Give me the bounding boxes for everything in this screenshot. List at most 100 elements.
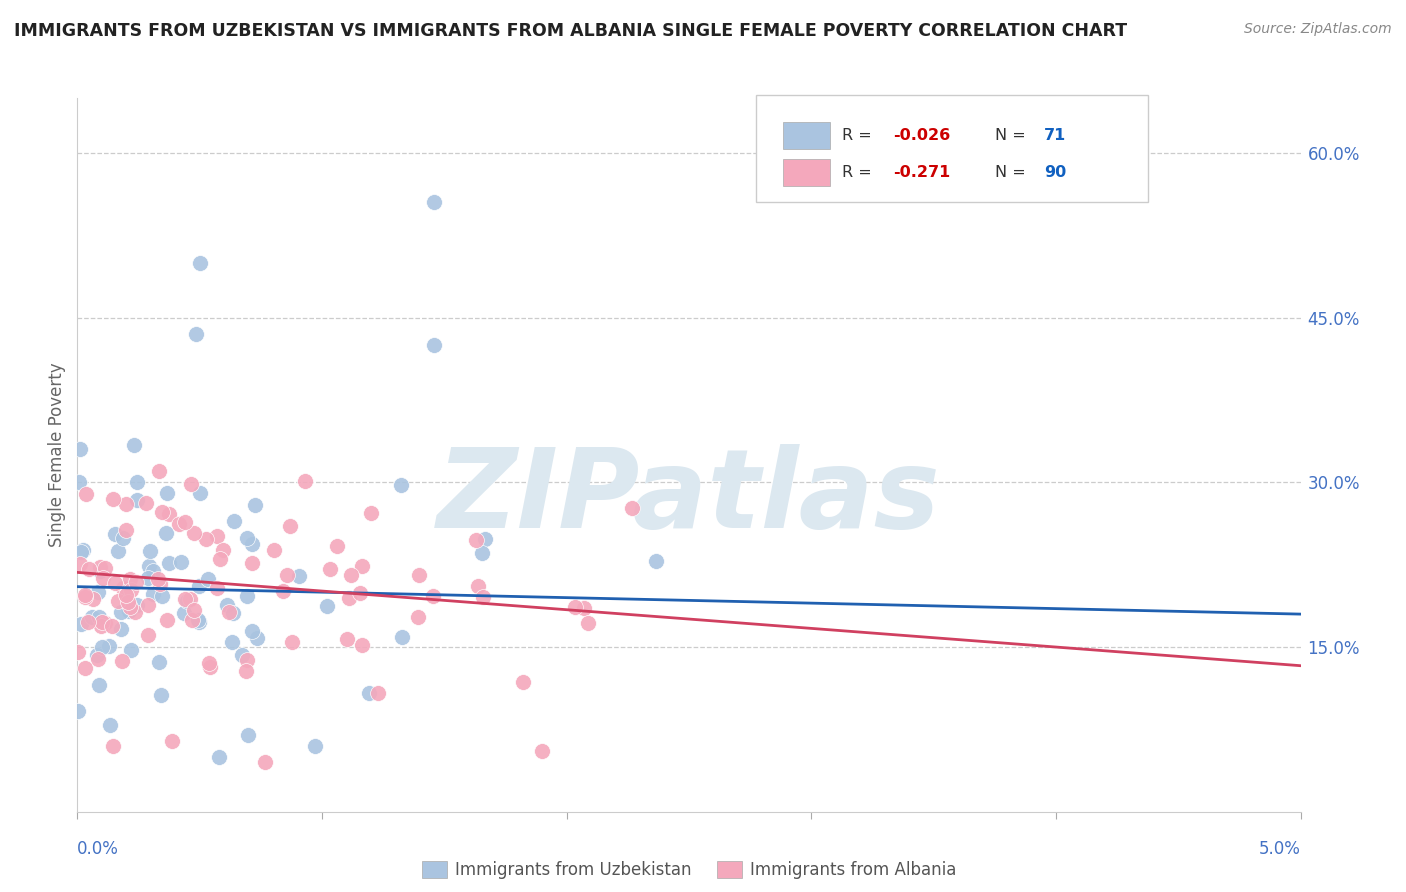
Point	[110, 622, 132, 636]
Point	[367, 686, 389, 700]
Point	[159, 508, 181, 522]
Point	[474, 532, 496, 546]
Point	[82, 591, 104, 606]
Point	[350, 639, 373, 653]
Point	[89, 564, 111, 578]
Point	[115, 523, 138, 537]
Point	[645, 554, 668, 568]
Point	[360, 506, 382, 520]
Point	[66, 645, 89, 659]
Point	[73, 661, 96, 675]
Point	[240, 537, 263, 551]
Point	[69, 545, 91, 559]
Point	[319, 562, 342, 576]
Point	[276, 567, 298, 582]
Point	[110, 605, 132, 619]
Point	[205, 529, 228, 543]
FancyBboxPatch shape	[756, 95, 1147, 202]
Point	[222, 606, 245, 620]
Point	[77, 562, 100, 576]
Point	[75, 487, 97, 501]
Point	[125, 598, 148, 612]
Point	[240, 556, 263, 570]
Point	[69, 442, 91, 456]
Point	[101, 739, 124, 753]
Point	[72, 543, 94, 558]
Text: IMMIGRANTS FROM UZBEKISTAN VS IMMIGRANTS FROM ALBANIA SINGLE FEMALE POVERTY CORR: IMMIGRANTS FROM UZBEKISTAN VS IMMIGRANTS…	[14, 22, 1128, 40]
Point	[125, 475, 148, 490]
Point	[117, 595, 139, 609]
Point	[198, 660, 221, 674]
Point	[67, 704, 90, 718]
Text: Source: ZipAtlas.com: Source: ZipAtlas.com	[1244, 22, 1392, 37]
Point	[235, 664, 257, 678]
Point	[391, 630, 413, 644]
Point	[112, 531, 135, 545]
Point	[98, 718, 121, 732]
Point	[236, 653, 259, 667]
Point	[246, 631, 269, 645]
Point	[531, 744, 554, 758]
Point	[90, 619, 112, 633]
Point	[149, 576, 172, 591]
Point	[120, 582, 142, 597]
Point	[89, 559, 111, 574]
Point	[187, 615, 209, 629]
Point	[212, 542, 235, 557]
Text: 71: 71	[1043, 128, 1066, 143]
Point	[107, 544, 129, 558]
Point	[115, 497, 138, 511]
Point	[471, 591, 494, 605]
Point	[141, 564, 163, 578]
Point	[141, 587, 163, 601]
Point	[408, 567, 430, 582]
FancyBboxPatch shape	[783, 121, 830, 149]
Point	[156, 613, 179, 627]
Point	[572, 601, 595, 615]
Point	[67, 475, 90, 489]
Text: 90: 90	[1043, 165, 1066, 180]
Point	[148, 464, 170, 478]
Point	[352, 559, 374, 574]
Point	[156, 486, 179, 500]
Point	[422, 589, 444, 603]
Point	[340, 567, 363, 582]
Point	[389, 478, 412, 492]
Point	[150, 589, 173, 603]
Point	[124, 605, 146, 619]
Point	[118, 572, 141, 586]
Text: 5.0%: 5.0%	[1258, 840, 1301, 858]
Point	[564, 600, 586, 615]
Point	[467, 579, 489, 593]
Text: ZIPatlas: ZIPatlas	[437, 444, 941, 551]
Text: -0.026: -0.026	[893, 128, 950, 143]
Point	[197, 657, 219, 671]
Point	[209, 551, 232, 566]
Point	[148, 655, 170, 669]
Point	[87, 652, 110, 666]
Point	[304, 739, 326, 753]
Point	[146, 572, 169, 586]
Point	[337, 591, 360, 605]
Point	[173, 606, 195, 620]
Point	[238, 728, 260, 742]
Point	[90, 640, 112, 655]
Point	[240, 624, 263, 639]
Point	[87, 678, 110, 692]
Point	[80, 610, 103, 624]
Point	[150, 688, 173, 702]
Point	[294, 474, 316, 488]
Point	[243, 498, 266, 512]
Point	[101, 619, 124, 633]
Point	[122, 438, 145, 452]
Point	[121, 643, 143, 657]
Point	[110, 654, 132, 668]
Point	[69, 558, 91, 572]
Point	[197, 572, 219, 586]
Point	[224, 514, 246, 528]
Text: -0.271: -0.271	[893, 165, 950, 180]
Point	[316, 599, 339, 614]
Point	[215, 598, 238, 612]
Point	[90, 615, 112, 629]
Point	[101, 491, 124, 506]
